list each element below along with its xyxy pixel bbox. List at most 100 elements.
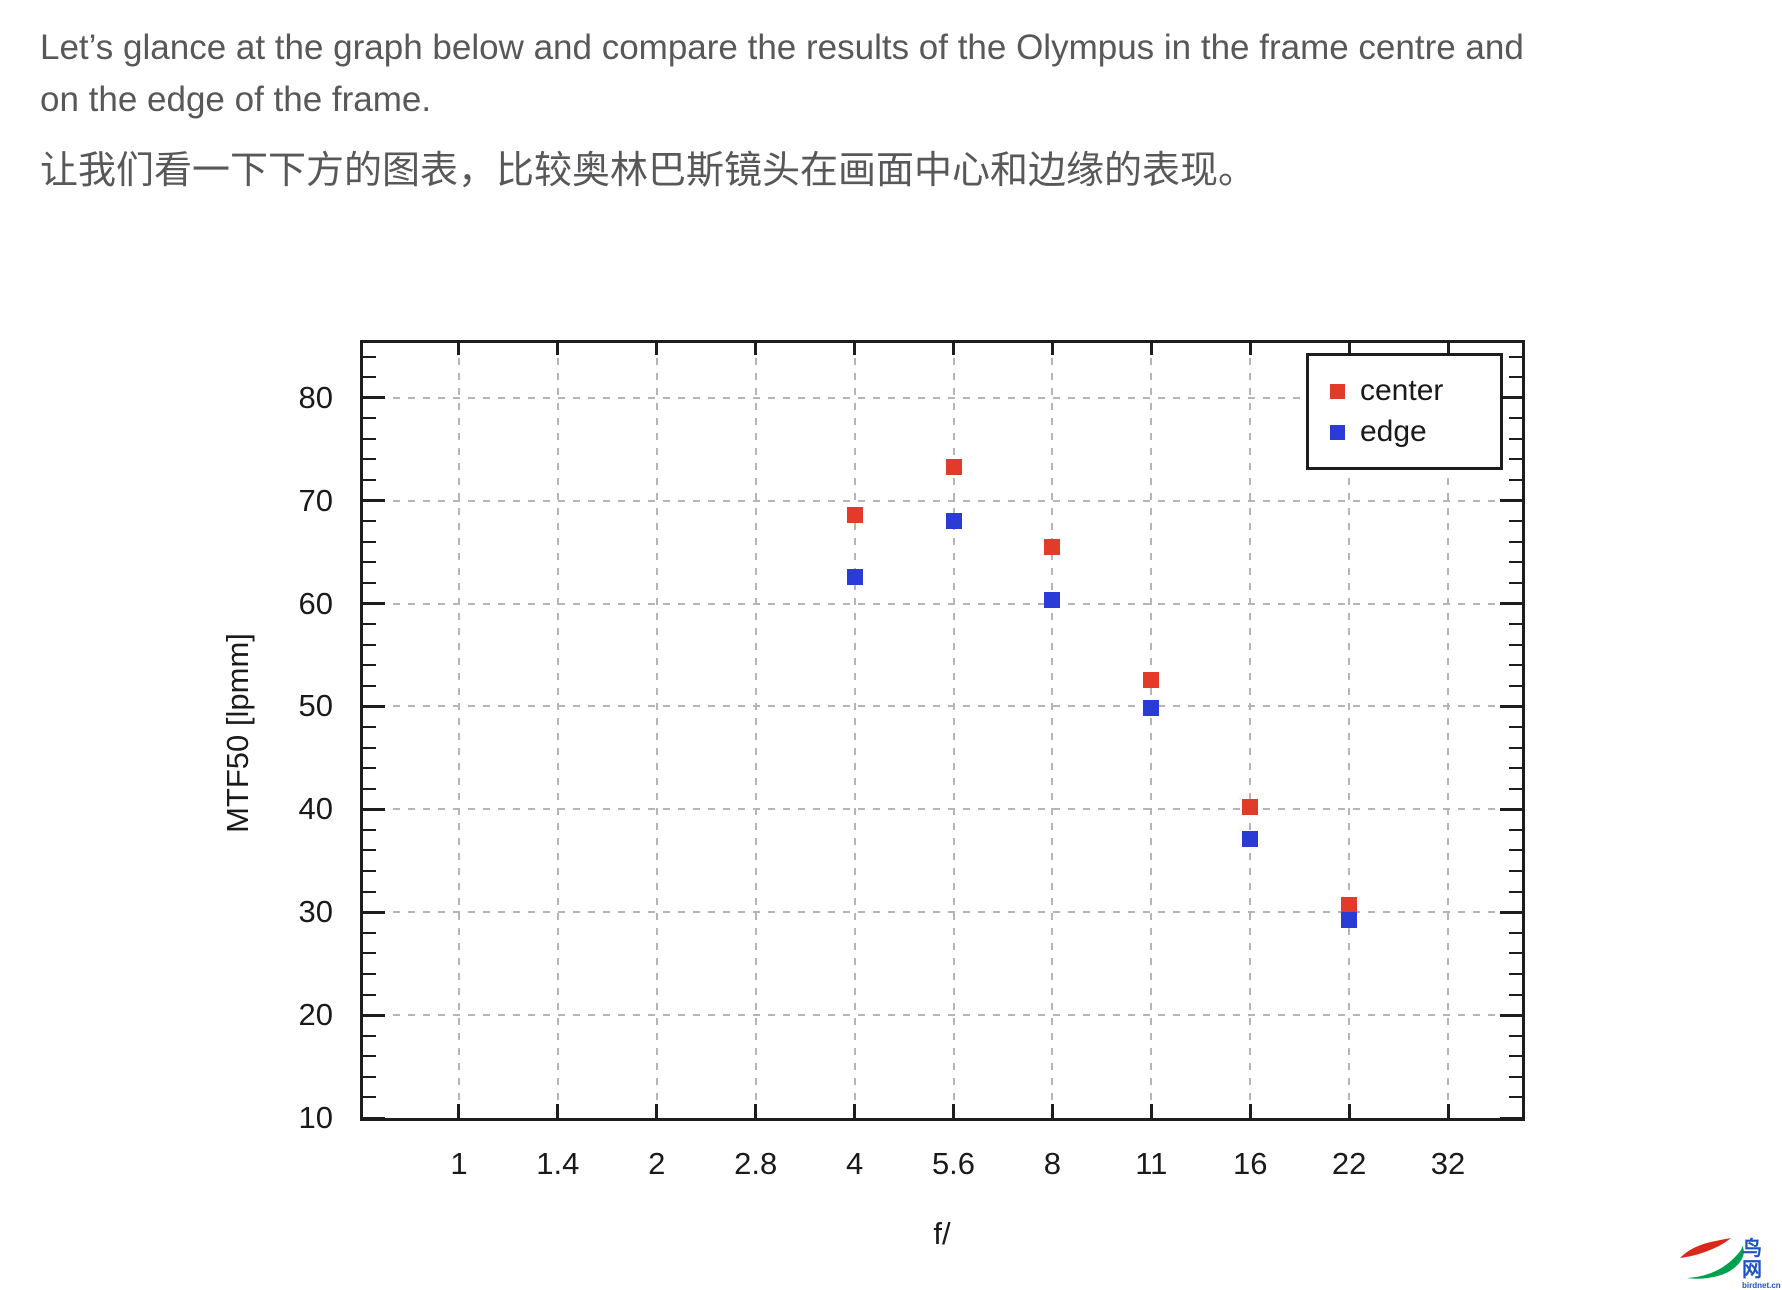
y-minor-tick [1509, 479, 1522, 482]
x-axis-title: f/ [933, 1216, 951, 1251]
x-tick-label: 5.6 [931, 1146, 976, 1181]
x-major-tick [1347, 1104, 1351, 1118]
v-gridline [1447, 343, 1450, 1118]
y-minor-tick [1509, 787, 1522, 790]
x-tick-label: 11 [1135, 1146, 1168, 1181]
h-gridline [363, 808, 1522, 811]
y-major-tick [1500, 396, 1522, 400]
y-major-tick [1500, 499, 1522, 503]
y-minor-tick [1509, 684, 1522, 687]
y-minor-tick [363, 952, 376, 955]
y-major-tick [363, 499, 385, 503]
x-major-tick [655, 1104, 659, 1118]
data-point-center [1341, 896, 1358, 913]
x-tick-label: 22 [1331, 1146, 1367, 1181]
v-gridline [1348, 343, 1351, 1118]
x-major-tick [655, 343, 659, 355]
x-major-tick [1248, 343, 1252, 355]
y-minor-tick [363, 870, 376, 873]
legend-swatch-center [1330, 383, 1345, 399]
y-minor-tick [363, 1034, 376, 1037]
y-tick-label: 70 [298, 482, 333, 518]
y-major-tick [1500, 602, 1522, 605]
x-major-tick [1347, 343, 1351, 355]
x-major-tick [1446, 343, 1450, 355]
x-tick-label: 2.8 [734, 1146, 778, 1181]
v-gridline [952, 343, 955, 1118]
x-major-tick [556, 1104, 560, 1118]
legend: center edge [1306, 353, 1503, 470]
y-minor-tick [363, 1096, 376, 1099]
y-minor-tick [1509, 520, 1522, 523]
y-major-tick [363, 704, 385, 708]
x-tick-label: 1.4 [536, 1146, 580, 1181]
y-tick-label: 20 [298, 997, 333, 1033]
y-tick-label: 60 [298, 585, 333, 621]
x-major-tick [457, 1104, 461, 1118]
y-minor-tick [363, 972, 376, 975]
v-gridline [1150, 343, 1153, 1118]
x-tick-label: 16 [1232, 1146, 1268, 1181]
y-major-tick [363, 396, 385, 400]
y-minor-tick [363, 561, 376, 564]
y-minor-tick [363, 623, 376, 626]
legend-swatch-edge [1330, 424, 1345, 440]
x-major-tick [754, 1104, 758, 1118]
x-major-tick [853, 1104, 857, 1118]
y-minor-tick [363, 540, 376, 543]
x-tick-label: 32 [1430, 1146, 1466, 1181]
y-minor-tick [363, 746, 376, 749]
y-minor-tick [1509, 1096, 1522, 1099]
h-gridline [363, 1014, 1522, 1017]
y-major-tick [1500, 1013, 1522, 1017]
y-minor-tick [1509, 417, 1522, 420]
data-point-center [846, 507, 863, 523]
y-minor-tick [363, 993, 376, 996]
data-point-edge [1242, 831, 1259, 848]
birdnet-watermark: 鸟网 birdnet.cn [1678, 1226, 1782, 1290]
intro-text-en: Let’s glance at the graph below and comp… [40, 28, 1524, 119]
y-minor-tick [1509, 767, 1522, 770]
y-tick-label: 30 [298, 894, 333, 930]
y-minor-tick [363, 437, 376, 440]
data-point-edge [945, 513, 962, 530]
x-tick-label: 4 [845, 1146, 864, 1181]
y-minor-tick [363, 664, 376, 667]
y-minor-tick [1509, 540, 1522, 543]
y-minor-tick [1509, 890, 1522, 893]
y-major-tick [363, 602, 385, 605]
h-gridline [363, 602, 1522, 605]
v-gridline [556, 343, 559, 1118]
y-minor-tick [1509, 355, 1522, 358]
legend-label-center: center [1360, 374, 1444, 407]
data-point-center [1242, 799, 1259, 816]
legend-label-edge: edge [1360, 415, 1427, 448]
x-major-tick [556, 343, 560, 355]
x-major-tick [853, 343, 857, 355]
y-minor-tick [1509, 931, 1522, 934]
y-minor-tick [1509, 1075, 1522, 1078]
intro-text-zh: 让我们看一下下方的图表，比较奥林巴斯镜头在画面中心和边缘的表现。 [40, 150, 1257, 192]
y-minor-tick [363, 355, 376, 358]
y-minor-tick [363, 417, 376, 420]
y-minor-tick [363, 849, 376, 852]
y-minor-tick [363, 931, 376, 934]
y-major-tick [363, 910, 385, 914]
v-gridline [1051, 343, 1054, 1118]
y-minor-tick [363, 767, 376, 770]
x-major-tick [1248, 1104, 1252, 1118]
v-gridline [655, 343, 658, 1118]
data-point-edge [1341, 912, 1358, 929]
x-major-tick [952, 1104, 955, 1118]
y-major-tick [1500, 704, 1522, 708]
y-major-tick [1500, 910, 1522, 914]
v-gridline [754, 343, 757, 1118]
y-minor-tick [1509, 746, 1522, 749]
y-minor-tick [1509, 376, 1522, 379]
y-minor-tick [1509, 1034, 1522, 1037]
data-point-center [1143, 671, 1160, 688]
y-minor-tick [1509, 458, 1522, 461]
y-minor-tick [1509, 725, 1522, 728]
plot-area: center edge [360, 340, 1525, 1121]
y-minor-tick [363, 1075, 376, 1078]
